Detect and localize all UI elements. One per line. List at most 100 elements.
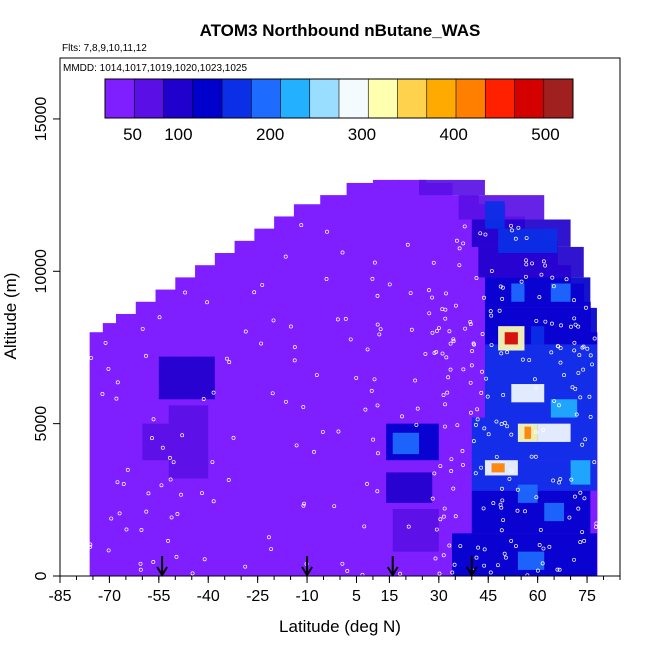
sample-point-132 bbox=[497, 308, 502, 313]
sample-point-112 bbox=[365, 347, 370, 352]
sample-point-256 bbox=[486, 432, 491, 437]
sample-point-234 bbox=[88, 544, 93, 549]
sample-point-217 bbox=[482, 426, 487, 431]
sample-point-166 bbox=[376, 451, 380, 456]
sample-point-90 bbox=[408, 291, 413, 295]
sample-point-141 bbox=[151, 560, 156, 564]
sample-point-168 bbox=[169, 515, 174, 520]
y-tick-label-0: 0 bbox=[33, 571, 50, 580]
sample-point-115 bbox=[201, 397, 206, 401]
sample-point-155 bbox=[570, 385, 575, 390]
sample-point-305 bbox=[106, 366, 111, 371]
sample-point-119 bbox=[562, 373, 566, 378]
sample-point-53 bbox=[460, 448, 465, 453]
sample-point-216 bbox=[534, 318, 539, 323]
heatmap-cell-2 bbox=[142, 423, 169, 461]
colorbar-tick-label-3: 300 bbox=[348, 125, 376, 144]
sample-point-252 bbox=[524, 262, 529, 267]
sample-point-142 bbox=[569, 324, 573, 329]
sample-point-121 bbox=[505, 424, 510, 429]
sample-point-277 bbox=[507, 476, 512, 481]
sample-point-235 bbox=[446, 375, 451, 380]
sample-point-167 bbox=[378, 327, 383, 332]
sample-point-275 bbox=[430, 295, 435, 300]
sample-point-282 bbox=[509, 432, 514, 437]
sample-point-178 bbox=[485, 394, 490, 399]
sample-point-295 bbox=[537, 295, 542, 300]
sample-point-215 bbox=[488, 570, 493, 575]
heatmap-column-11 bbox=[293, 204, 321, 576]
sample-point-89 bbox=[375, 293, 380, 298]
sample-point-73 bbox=[468, 322, 473, 327]
sample-point-226 bbox=[362, 524, 367, 529]
sample-point-4 bbox=[210, 460, 215, 464]
chart-title: ATOM3 Northbound nButane_WAS bbox=[200, 21, 481, 40]
sample-point-231 bbox=[581, 367, 586, 372]
sample-point-113 bbox=[444, 291, 448, 296]
sample-point-18 bbox=[171, 460, 176, 465]
sample-point-189 bbox=[433, 556, 438, 561]
colorbar-frame bbox=[104, 78, 574, 119]
sample-point-228 bbox=[503, 420, 507, 425]
arrow-head-0 bbox=[156, 566, 168, 577]
sample-point-38 bbox=[578, 540, 583, 545]
colorbar-swatch-10 bbox=[397, 79, 428, 118]
sample-point-47 bbox=[540, 561, 545, 566]
heatmap-cell-28 bbox=[531, 326, 545, 345]
sample-point-118 bbox=[114, 396, 119, 401]
heatmap-column-13 bbox=[346, 182, 374, 576]
colorbar-swatch-12 bbox=[456, 79, 486, 118]
sample-point-185 bbox=[481, 506, 486, 511]
sample-point-181 bbox=[578, 490, 583, 495]
heatmap-cell-27 bbox=[504, 332, 518, 345]
sample-point-250 bbox=[524, 258, 528, 263]
sample-point-182 bbox=[106, 548, 111, 553]
sample-point-312 bbox=[533, 454, 538, 459]
sample-point-124 bbox=[166, 538, 171, 543]
sample-point-224 bbox=[139, 528, 144, 532]
sample-point-227 bbox=[345, 568, 350, 573]
sample-point-165 bbox=[533, 386, 538, 391]
colorbar-tick-label-2: 200 bbox=[256, 125, 284, 144]
sample-point-169 bbox=[489, 343, 494, 347]
sample-point-107 bbox=[175, 511, 180, 516]
sample-point-153 bbox=[438, 464, 443, 469]
sample-point-281 bbox=[588, 414, 593, 419]
sample-point-209 bbox=[557, 480, 561, 485]
sample-point-308 bbox=[541, 546, 546, 551]
sample-point-160 bbox=[500, 498, 505, 503]
sample-point-74 bbox=[509, 223, 513, 228]
x-tick-label-4: -25 bbox=[246, 588, 269, 605]
flights-note: Flts: 7,8,9,10,11,12 bbox=[62, 43, 147, 54]
heatmap-column-8 bbox=[234, 240, 255, 576]
sample-point-13 bbox=[457, 246, 462, 251]
sample-point-71 bbox=[450, 570, 455, 575]
heatmap-cell-22 bbox=[498, 228, 558, 254]
sample-point-36 bbox=[335, 317, 340, 322]
sample-point-41 bbox=[183, 290, 188, 295]
sample-point-303 bbox=[443, 402, 447, 407]
sample-point-164 bbox=[479, 465, 484, 470]
sample-point-75 bbox=[543, 319, 548, 324]
heatmap-cell-4 bbox=[307, 317, 357, 378]
sample-point-264 bbox=[231, 435, 236, 440]
x-tick-label-5: -10 bbox=[295, 588, 318, 605]
sample-point-246 bbox=[180, 433, 185, 438]
sample-point-212 bbox=[124, 527, 129, 532]
sample-point-104 bbox=[146, 491, 151, 496]
sample-point-242 bbox=[294, 443, 299, 448]
sample-point-10 bbox=[489, 269, 494, 273]
sample-point-8 bbox=[436, 326, 441, 330]
heatmap-column-0 bbox=[89, 332, 104, 576]
sample-point-92 bbox=[513, 236, 518, 241]
sample-point-197 bbox=[444, 355, 449, 360]
heatmap-column-9 bbox=[254, 228, 275, 576]
heatmap-cell-34 bbox=[511, 384, 545, 403]
sample-point-203 bbox=[543, 263, 548, 268]
sample-point-191 bbox=[375, 489, 380, 494]
heatmap-column-2 bbox=[116, 313, 137, 576]
heatmap-cell-37 bbox=[517, 484, 538, 503]
sample-point-194 bbox=[243, 329, 248, 334]
sample-point-283 bbox=[270, 391, 275, 396]
sample-point-0 bbox=[582, 496, 587, 501]
